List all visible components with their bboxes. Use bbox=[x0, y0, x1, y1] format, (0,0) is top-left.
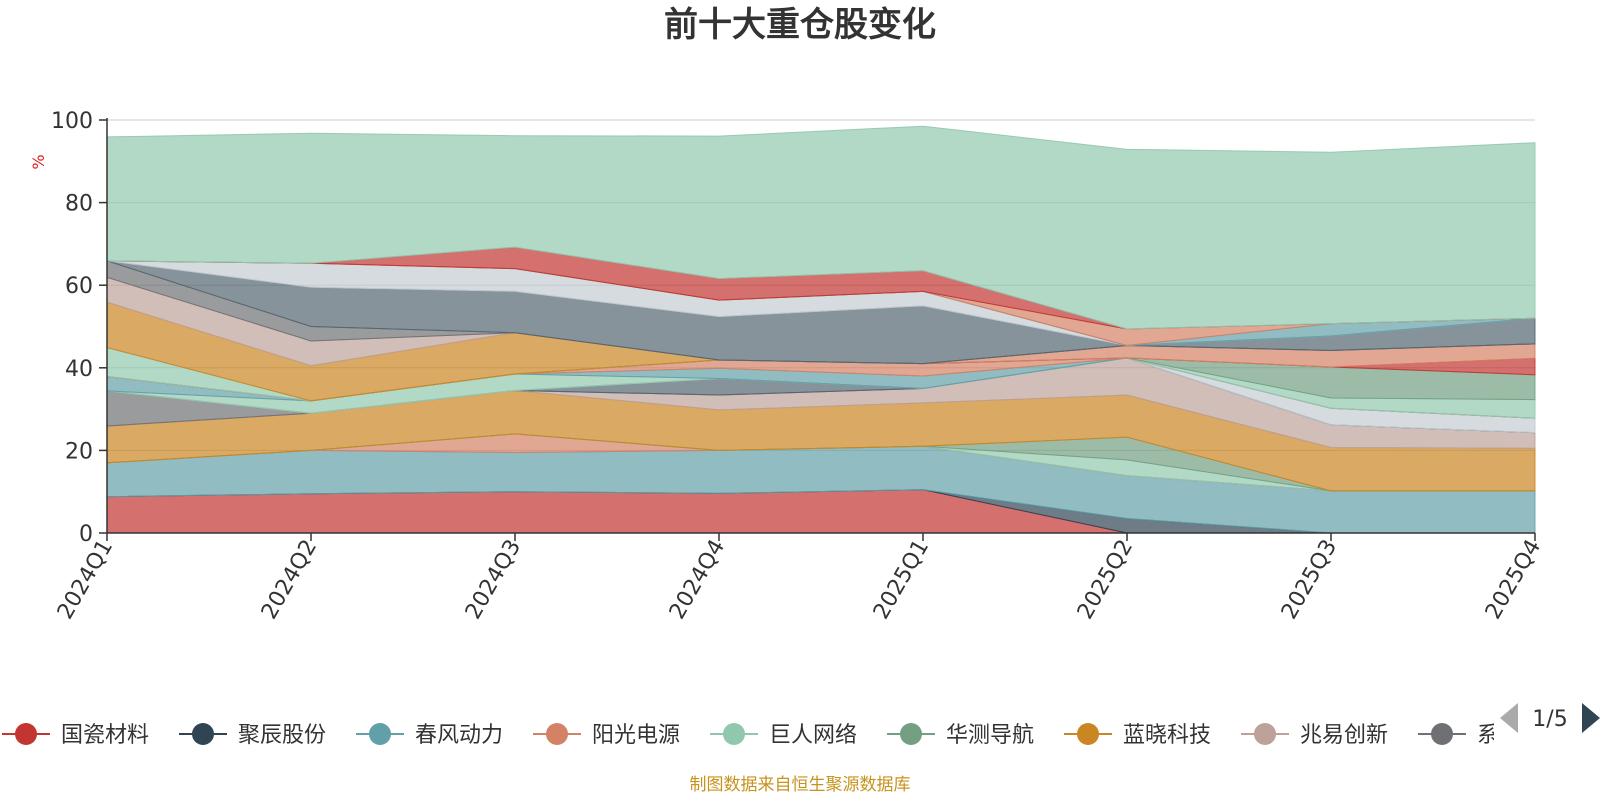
legend-item[interactable]: 兆易创新 bbox=[1241, 723, 1388, 748]
legend-label: 春风动力 bbox=[415, 723, 503, 748]
data-source-note: 制图数据来自恒生聚源数据库 bbox=[690, 775, 911, 795]
legend-next-icon[interactable] bbox=[1582, 703, 1600, 733]
legend-label: 兆易创新 bbox=[1300, 723, 1388, 748]
y-tick-label: 60 bbox=[65, 274, 93, 299]
x-tick-label: 2025Q2 bbox=[1073, 536, 1138, 624]
area-series bbox=[106, 125, 1536, 534]
legend-item[interactable]: 春风动力 bbox=[356, 723, 503, 748]
legend-dot-icon bbox=[15, 723, 37, 745]
y-tick-label: 0 bbox=[79, 522, 93, 547]
legend-item[interactable]: 系列10 bbox=[1595, 723, 1600, 748]
legend-dot-icon bbox=[900, 723, 922, 745]
x-tick-label: 2025Q3 bbox=[1277, 536, 1342, 624]
legend-label: 聚辰股份 bbox=[238, 723, 326, 748]
legend-dot-icon bbox=[546, 723, 568, 745]
x-tick-label: 2025Q4 bbox=[1481, 536, 1546, 624]
legend-label: 华测导航 bbox=[946, 723, 1034, 748]
y-axis-unit: % bbox=[29, 154, 48, 169]
legend-label: 系列9 bbox=[1477, 723, 1535, 748]
legend: 国瓷材料聚辰股份春风动力阳光电源巨人网络华测导航蓝晓科技兆易创新系列9系列10系… bbox=[2, 723, 1600, 748]
legend-item[interactable]: 系列9 bbox=[1418, 723, 1535, 748]
y-tick-label: 80 bbox=[65, 192, 93, 217]
legend-page-indicator: 1/5 bbox=[1532, 707, 1567, 732]
legend-prev-icon[interactable] bbox=[1500, 703, 1518, 733]
x-tick-label: 2024Q1 bbox=[53, 536, 118, 624]
legend-dot-icon bbox=[192, 723, 214, 745]
legend-dot-icon bbox=[1077, 723, 1099, 745]
y-tick-label: 40 bbox=[65, 357, 93, 382]
legend-dot-icon bbox=[1254, 723, 1276, 745]
x-tick-label: 2024Q3 bbox=[461, 536, 526, 624]
legend-item[interactable]: 华测导航 bbox=[887, 723, 1034, 748]
legend-item[interactable]: 聚辰股份 bbox=[179, 723, 326, 748]
legend-item[interactable]: 巨人网络 bbox=[710, 723, 857, 748]
y-tick-label: 100 bbox=[51, 109, 93, 134]
legend-label: 蓝晓科技 bbox=[1123, 723, 1211, 748]
x-tick-label: 2025Q1 bbox=[869, 536, 934, 624]
y-tick-label: 20 bbox=[65, 439, 93, 464]
legend-label: 巨人网络 bbox=[769, 723, 857, 748]
legend-item[interactable]: 阳光电源 bbox=[533, 723, 680, 748]
legend-item[interactable]: 蓝晓科技 bbox=[1064, 723, 1211, 748]
area-series bbox=[106, 125, 1536, 330]
legend-label: 国瓷材料 bbox=[61, 723, 149, 748]
legend-item[interactable]: 国瓷材料 bbox=[2, 723, 149, 748]
legend-label: 阳光电源 bbox=[592, 723, 680, 748]
legend-dot-icon bbox=[723, 723, 745, 745]
legend-dot-icon bbox=[369, 723, 391, 745]
x-tick-label: 2024Q4 bbox=[665, 536, 730, 624]
chart-title: 前十大重仓股变化 bbox=[664, 5, 936, 45]
legend-pager: 1/5 bbox=[1500, 703, 1600, 733]
x-tick-label: 2024Q2 bbox=[257, 536, 322, 624]
legend-dot-icon bbox=[1431, 723, 1453, 745]
